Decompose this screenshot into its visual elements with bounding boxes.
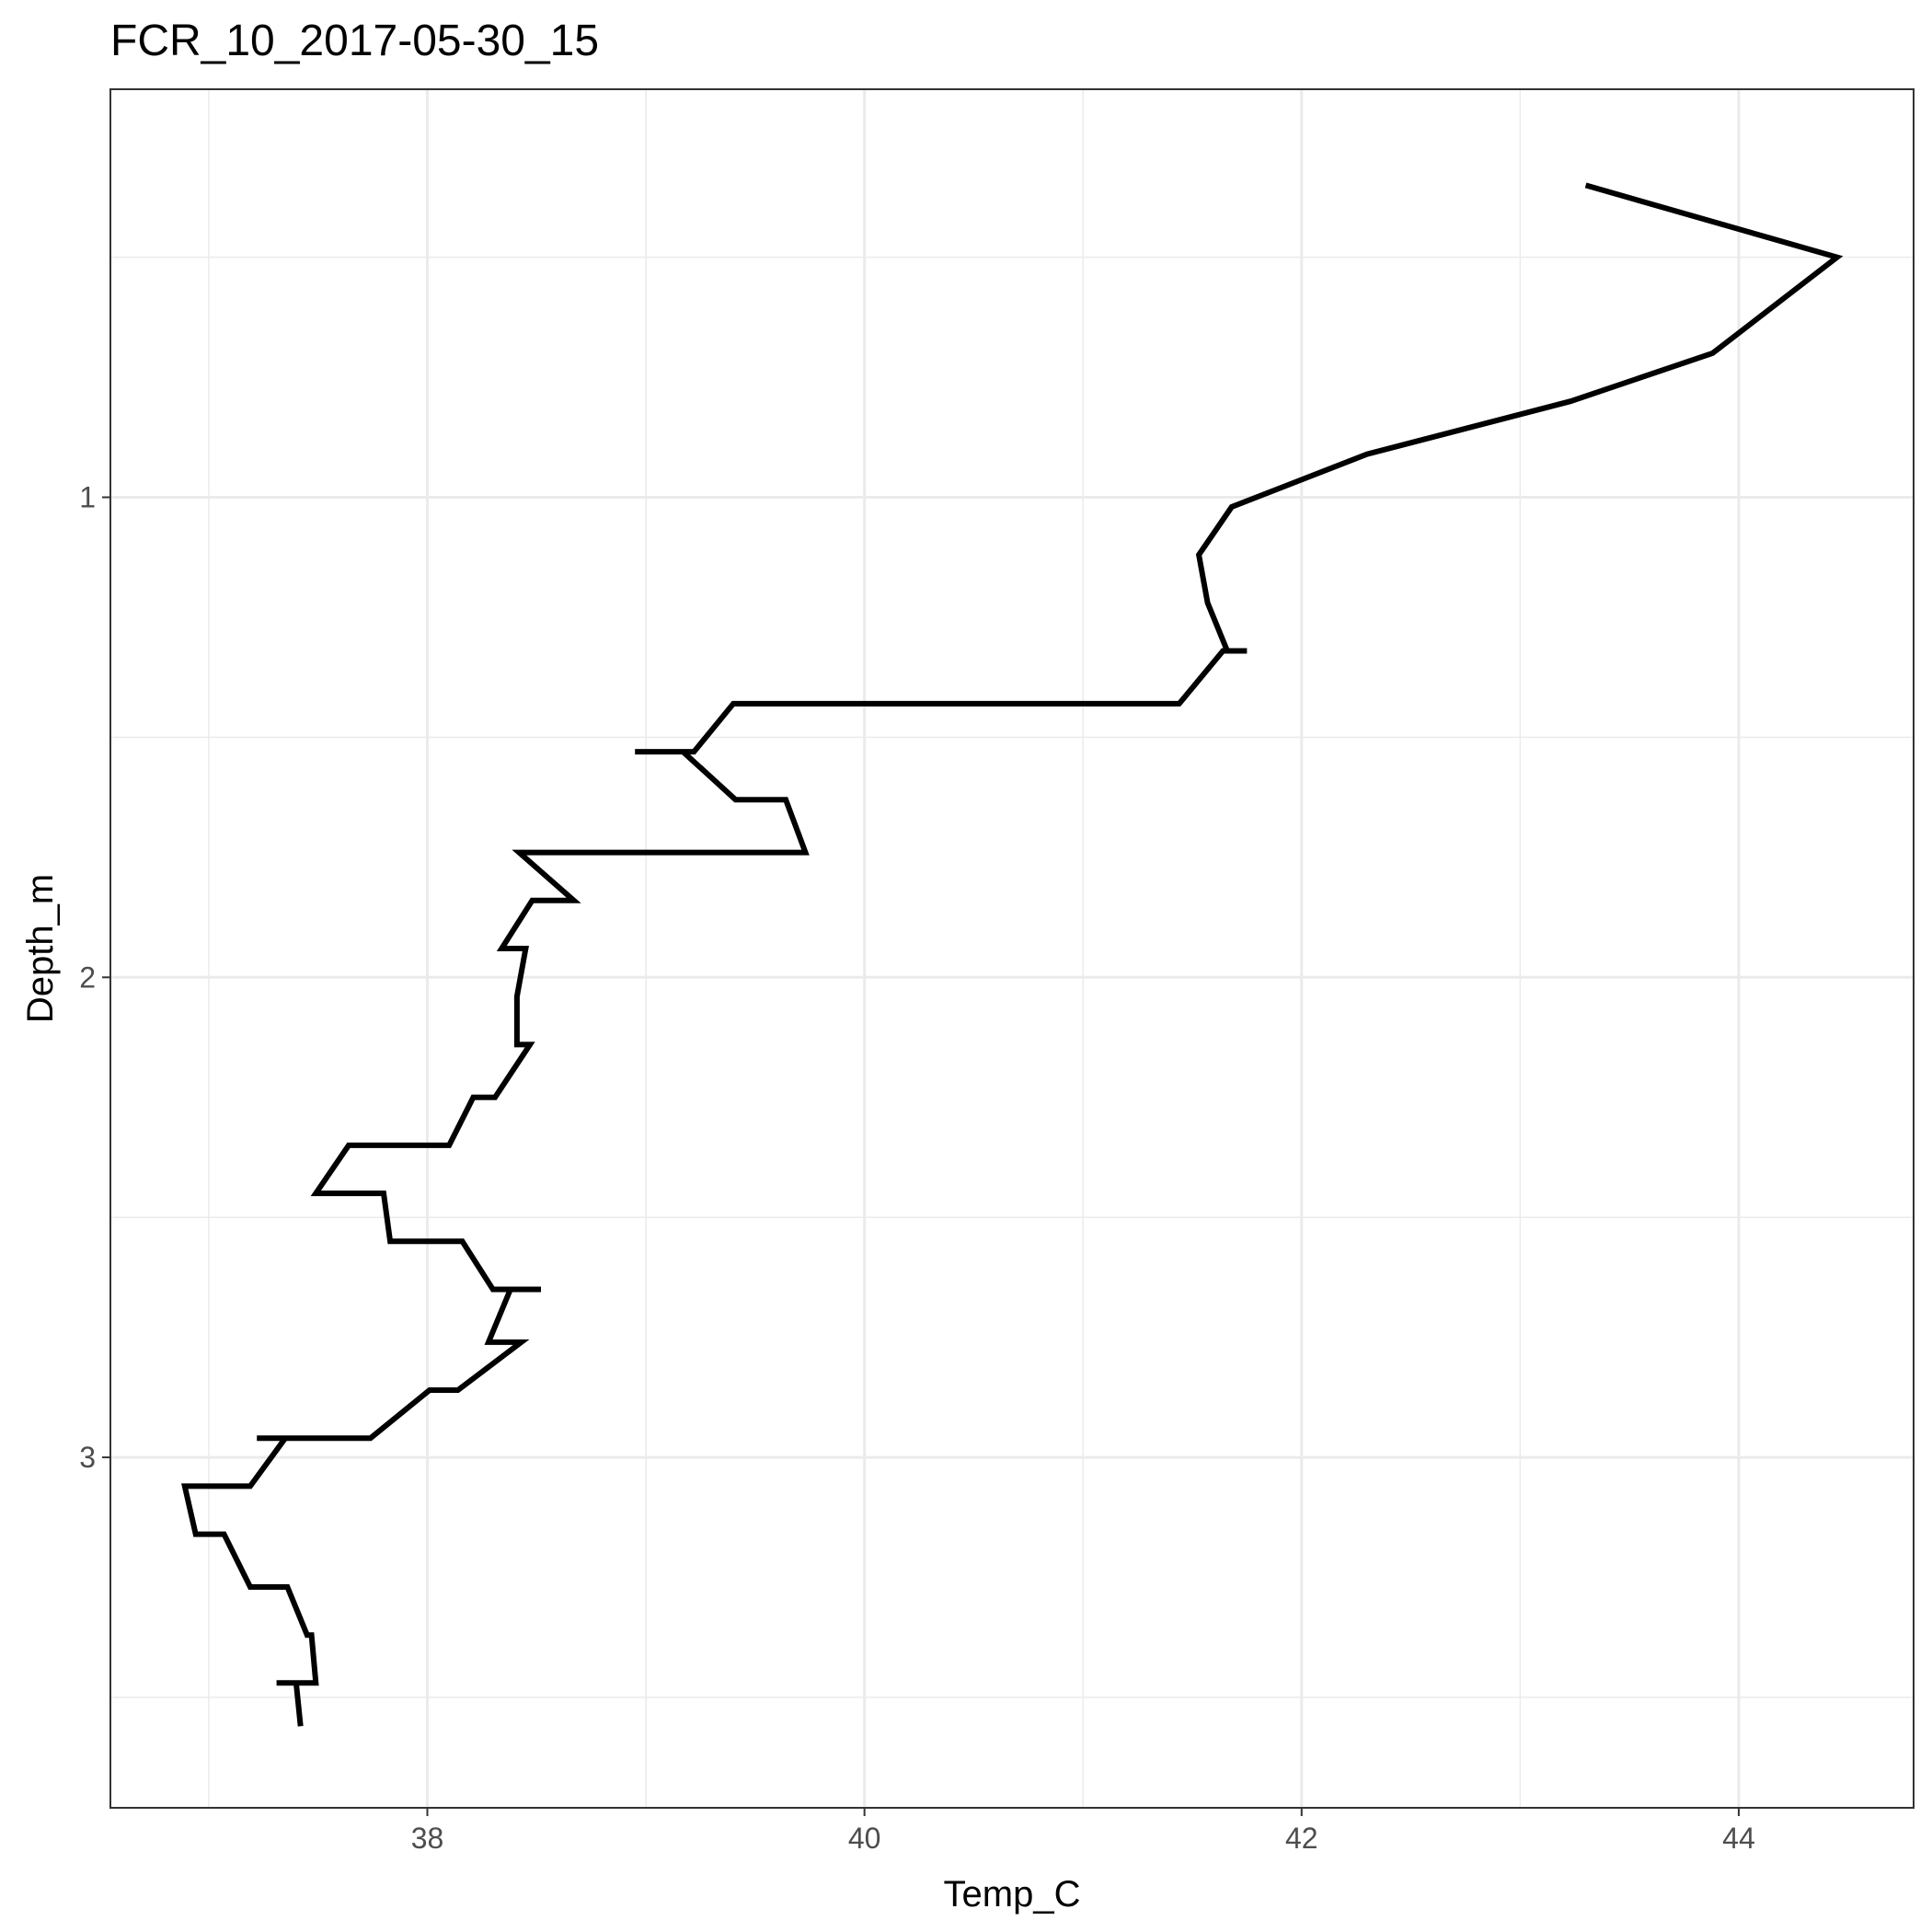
y-tick-label: 2 bbox=[79, 960, 96, 994]
major-gridlines bbox=[110, 89, 1914, 1808]
y-axis: 1 2 3 bbox=[79, 481, 110, 1474]
chart-title: FCR_10_2017-05-30_15 bbox=[110, 17, 599, 65]
x-tick-label: 44 bbox=[1722, 1822, 1755, 1855]
y-tick-label: 1 bbox=[79, 481, 96, 514]
temperature-profile-line bbox=[181, 182, 1844, 1727]
panel-border bbox=[109, 88, 1915, 1809]
x-axis: 38 40 42 44 bbox=[411, 1808, 1755, 1855]
y-tick-label: 3 bbox=[79, 1441, 96, 1474]
x-tick-label: 40 bbox=[848, 1822, 881, 1855]
x-axis-title: Temp_C bbox=[944, 1874, 1081, 1915]
y-axis-title: Depth_m bbox=[20, 874, 61, 1023]
minor-gridlines bbox=[110, 89, 1914, 1808]
panel-background bbox=[110, 89, 1914, 1808]
x-tick-label: 42 bbox=[1285, 1822, 1318, 1855]
series-layer bbox=[181, 182, 1844, 1727]
x-tick-label: 38 bbox=[411, 1822, 444, 1855]
